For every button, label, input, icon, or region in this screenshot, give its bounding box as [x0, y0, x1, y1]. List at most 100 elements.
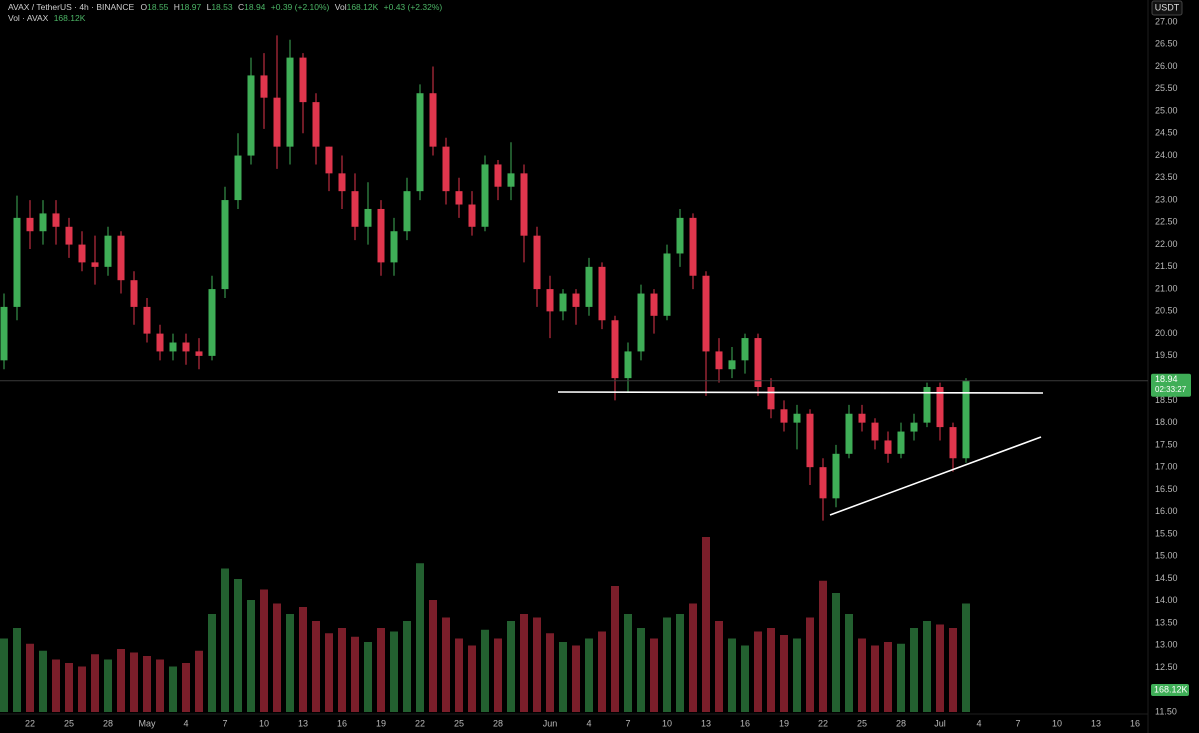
candle-body [663, 253, 671, 316]
open-value: 18.55 [147, 2, 169, 12]
candle-body [52, 213, 60, 227]
candle-body [0, 306, 8, 361]
candle-body [910, 422, 918, 432]
candle-body [169, 342, 177, 352]
volume-bar [559, 642, 567, 712]
candle-body [780, 409, 788, 423]
volume-bar [611, 586, 619, 712]
x-tick-label: 16 [337, 718, 347, 728]
last-price-box [1151, 373, 1191, 397]
y-tick-label: 18.50 [1155, 395, 1178, 405]
candle-body [494, 164, 502, 187]
candle-body [143, 306, 151, 334]
volume-bar [624, 614, 632, 712]
candle-body [247, 75, 255, 156]
volume-bar [208, 614, 216, 712]
candle-body [650, 293, 658, 316]
candle-body [728, 360, 736, 370]
x-tick-label: 4 [586, 718, 591, 728]
y-tick-label: 20.00 [1155, 328, 1178, 338]
currency-box[interactable] [1151, 0, 1183, 16]
volume-bar [91, 654, 99, 712]
candle-body [325, 146, 333, 174]
volume-bar [819, 580, 827, 712]
change: +0.39 (+2.10%) [271, 2, 330, 12]
x-tick-label: 10 [662, 718, 672, 728]
x-tick-label: 10 [1052, 718, 1062, 728]
x-tick-label: Jun [543, 718, 558, 728]
volume-bar [728, 638, 736, 712]
volume-bar [325, 633, 333, 712]
candle-body [520, 173, 528, 236]
volume-bar [715, 621, 723, 712]
y-tick-label: 23.00 [1155, 194, 1178, 204]
candle-body [624, 351, 632, 379]
vol-label: Vol [335, 2, 347, 12]
candle-body [26, 217, 34, 232]
candle-body [676, 217, 684, 254]
volume-bar [78, 666, 86, 712]
candle-body [156, 333, 164, 352]
volume-value: 168.12K [1154, 684, 1188, 694]
candle-body [195, 351, 203, 356]
candle-body [481, 164, 489, 227]
volume-bar [403, 621, 411, 712]
volume-bar [273, 603, 281, 712]
candle-body [793, 413, 801, 423]
candle-body [572, 293, 580, 307]
x-tick-label: 19 [779, 718, 789, 728]
volume-bar [949, 628, 957, 712]
y-tick-label: 24.50 [1155, 128, 1178, 138]
y-tick-label: 14.50 [1155, 573, 1178, 583]
y-tick-label: 26.00 [1155, 61, 1178, 71]
x-tick-label: 10 [259, 718, 269, 728]
volume-bar [936, 624, 944, 712]
candle-body [741, 338, 749, 361]
last-price: 18.94 [1155, 374, 1178, 384]
volume-bar [572, 645, 580, 712]
x-tick-label: 22 [415, 718, 425, 728]
candle-body [507, 173, 515, 187]
rising-trendline [829, 436, 1042, 516]
candle-body [923, 387, 931, 423]
candle-body [130, 280, 138, 307]
volume-bar [520, 614, 528, 712]
currency[interactable]: USDT [1155, 2, 1180, 12]
plot [0, 35, 970, 712]
volume-bar [663, 617, 671, 712]
candle-body [234, 155, 242, 201]
volume-bar [585, 638, 593, 712]
y-tick-label: 13.00 [1155, 640, 1178, 650]
candle-body [338, 173, 346, 192]
candle-body [260, 75, 268, 98]
y-tick-label: 14.00 [1155, 595, 1178, 605]
volume-bar [806, 617, 814, 712]
candle-body [845, 413, 853, 454]
y-tick-label: 18.00 [1155, 417, 1178, 427]
symbol: AVAX / TetherUS · 4h · BINANCE [8, 2, 134, 12]
y-tick-label: 21.00 [1155, 283, 1178, 293]
volume-bar [416, 563, 424, 712]
y-tick-label: 17.50 [1155, 439, 1178, 449]
volume-bar [299, 607, 307, 712]
volume-bar [468, 645, 476, 712]
candle-body [377, 208, 385, 263]
volume-bar [13, 628, 21, 712]
y-tick-label: 16.00 [1155, 506, 1178, 516]
candle-body [884, 440, 892, 454]
vol-series: Vol · AVAX [8, 13, 49, 23]
volume-bar [286, 614, 294, 712]
volume-bar [455, 638, 463, 712]
volume-bar [533, 617, 541, 712]
candle-body [689, 217, 697, 276]
volume-bar [169, 666, 177, 712]
candle-body [702, 275, 710, 352]
candle-body [442, 146, 450, 192]
volume-bar [767, 628, 775, 712]
y-tick-label: 17.00 [1155, 462, 1178, 472]
volume-bar [702, 537, 710, 712]
y-tick-label: 15.00 [1155, 551, 1178, 561]
y-tick-label: 22.50 [1155, 217, 1178, 227]
volume-bar [546, 633, 554, 712]
